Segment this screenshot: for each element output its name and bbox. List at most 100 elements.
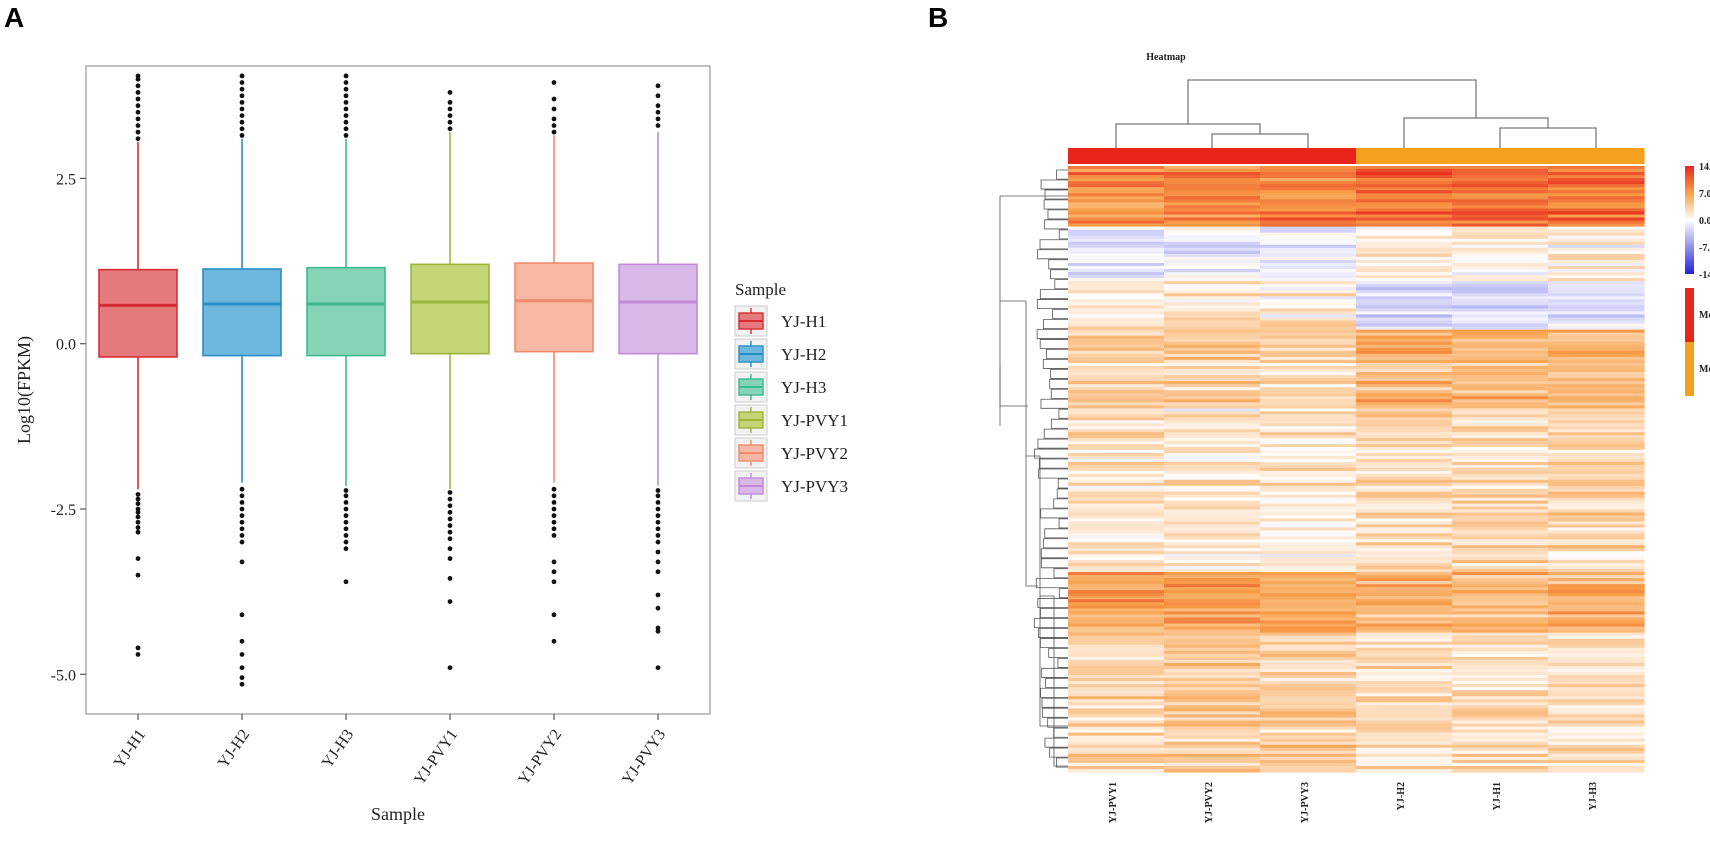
heatmap-cell [1260, 653, 1357, 658]
heatmap-cell [1260, 384, 1357, 388]
heatmap-cell [1068, 590, 1165, 594]
heatmap-cell [1260, 229, 1357, 234]
heatmap-cell [1164, 187, 1261, 191]
heatmap-cell [1260, 317, 1357, 322]
heatmap-cell [1164, 356, 1261, 361]
heatmap-cell [1452, 503, 1549, 508]
heatmap-cell [1164, 753, 1261, 758]
heatmap-cell [1260, 232, 1357, 237]
heatmap-cell [1260, 662, 1357, 667]
heatmap-cell [1164, 750, 1261, 755]
heatmap-cell [1452, 524, 1549, 528]
heatmap-cell [1260, 202, 1357, 206]
heatmap-cell [1068, 344, 1165, 349]
heatmap-cell [1068, 605, 1165, 609]
heatmap-cell [1548, 169, 1645, 173]
outlier-point [343, 113, 349, 118]
heatmap-cell [1164, 335, 1261, 340]
heatmap-cell [1068, 365, 1165, 370]
outlier-point [343, 519, 349, 525]
heatmap-cell [1164, 747, 1261, 752]
heatmap-cell [1356, 272, 1453, 276]
outlier-point [655, 605, 661, 611]
heatmap-cell [1356, 414, 1453, 418]
heatmap-cell [1548, 476, 1645, 481]
outlier-point [655, 625, 661, 631]
heatmap-cell [1548, 678, 1645, 682]
outlier-point [655, 539, 661, 545]
outlier-point [135, 506, 141, 512]
heatmap-cell [1068, 229, 1165, 234]
heatmap-cell [1260, 729, 1357, 734]
heatmap-cell [1356, 741, 1453, 746]
heatmap-cell [1356, 470, 1453, 475]
heatmap-cell [1164, 320, 1261, 325]
heatmap-cell [1452, 455, 1549, 460]
heatmap-cell [1164, 512, 1261, 517]
heatmap-cell [1164, 530, 1261, 534]
heatmap-cell [1260, 450, 1357, 454]
heatmap-cell [1260, 169, 1357, 173]
heatmap-cell [1068, 542, 1165, 546]
legend-item-YJ-PVY3: YJ-PVY3 [734, 470, 848, 502]
outlier-point [655, 513, 661, 519]
heatmap-cell [1356, 711, 1453, 716]
outlier-point [239, 539, 245, 545]
heatmap-cell [1452, 172, 1549, 176]
outlier-point [655, 500, 661, 505]
heatmap-cell [1548, 732, 1645, 737]
heatmap-cell [1260, 187, 1357, 191]
heatmap-cell [1068, 399, 1165, 403]
heatmap-cell [1068, 302, 1165, 306]
heatmap-cell [1356, 599, 1453, 603]
heatmap-cell [1548, 278, 1645, 282]
heatmap-cell [1068, 444, 1165, 448]
heatmap-cell [1548, 705, 1645, 709]
heatmap-cell [1260, 485, 1357, 490]
heatmap-cell [1548, 542, 1645, 546]
dendrogram-leaf [1040, 558, 1068, 569]
heatmap-cell [1548, 235, 1645, 240]
dendrogram-leaf [1058, 408, 1068, 419]
heatmap-cell [1260, 605, 1357, 609]
heatmap-cell [1164, 390, 1261, 394]
heatmap-cell [1548, 521, 1645, 526]
heatmap-cell [1260, 620, 1357, 625]
outlier-point [239, 513, 245, 519]
heatmap-cell [1356, 244, 1453, 249]
heatmap-cell [1356, 768, 1453, 773]
heatmap-cell [1452, 350, 1549, 355]
outlier-point [551, 579, 557, 585]
heatmap-cell [1452, 551, 1549, 555]
outlier-point [655, 123, 661, 128]
heatmap-cell [1452, 384, 1549, 388]
heatmap-cell [1068, 393, 1165, 397]
heatmap-cell [1548, 275, 1645, 279]
dendrogram-branch [1211, 133, 1309, 150]
heatmap-cell [1452, 681, 1549, 685]
column-group-bar [1452, 148, 1549, 164]
heatmap-cell [1452, 259, 1549, 264]
heatmap-cell [1068, 581, 1165, 585]
heatmap-cell [1452, 402, 1549, 406]
heatmap-cell [1548, 399, 1645, 403]
boxplot-panel: 2.5 0.0 -2.5 -5.0 YJ-H1 YJ-H2 YJ-H3 YJ-PVY1 YJ-P… [14, 65, 848, 824]
heatmap-cell [1356, 269, 1453, 273]
heatmap-cell [1068, 265, 1165, 270]
heatmap-cell [1260, 506, 1357, 511]
heatmap-cell [1068, 253, 1165, 258]
heatmap-cell [1356, 262, 1453, 267]
heatmap-cell [1356, 593, 1453, 597]
heatmap-cell [1356, 172, 1453, 176]
column-label: YJ-PVY3 [1300, 782, 1311, 823]
heatmap-cell [1548, 533, 1645, 537]
outlier-point [655, 488, 661, 493]
heatmap-cell [1260, 269, 1357, 273]
heatmap-cell [1548, 411, 1645, 415]
heatmap-cell [1260, 690, 1357, 694]
heatmap-cell [1068, 708, 1165, 712]
heatmap-cell [1356, 232, 1453, 237]
heatmap-cell [1260, 539, 1357, 543]
heatmap-cell [1260, 714, 1357, 719]
outlier-point [655, 526, 661, 532]
